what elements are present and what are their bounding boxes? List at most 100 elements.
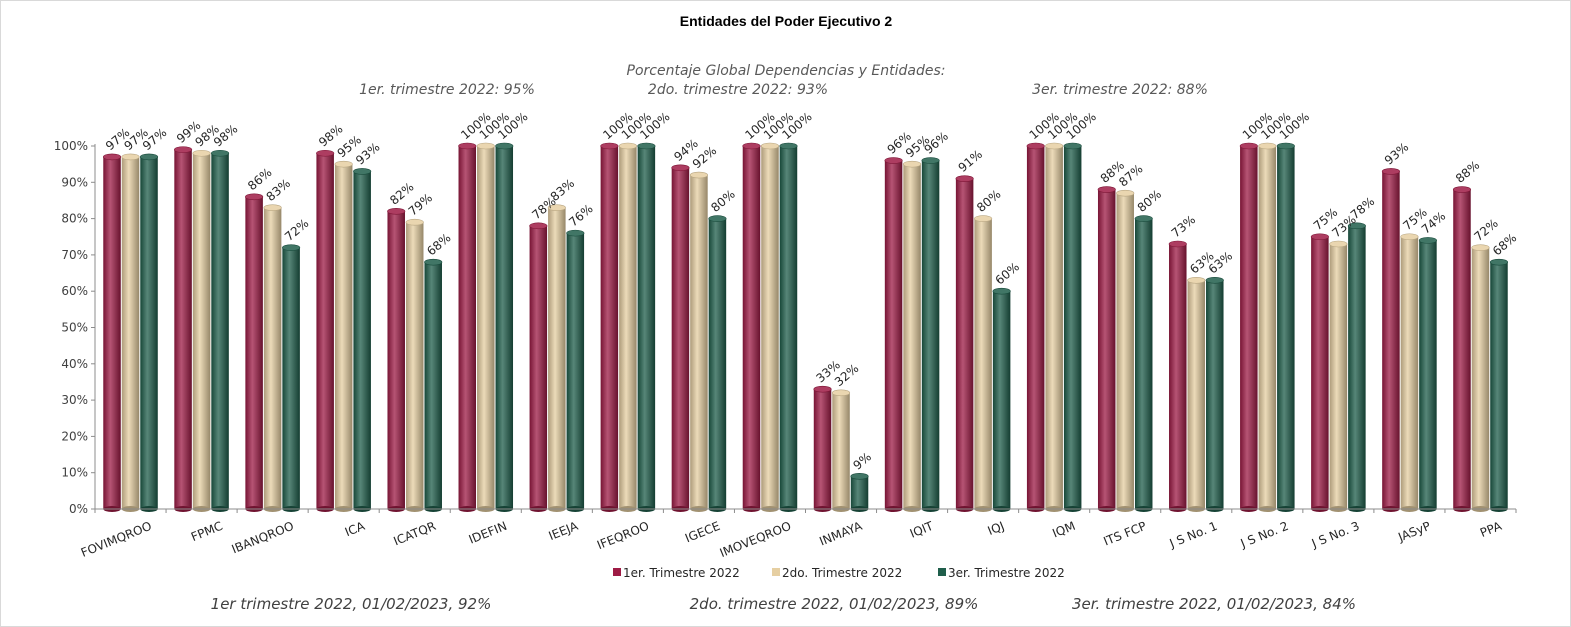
bar-top [121,153,140,161]
bar-j-s-no-3-series-3 [1347,222,1366,512]
x-tick-label-inmaya: INMAYA [817,519,864,549]
x-tick-label-j-s-no-1: J S No. 1 [1167,519,1220,551]
legend-swatch [772,568,780,576]
bar-body [1329,244,1348,509]
y-tick-label: 30% [61,393,88,407]
bar-body [1311,236,1329,509]
bar-body [1258,146,1277,509]
bar-ieeja-series-1 [529,222,548,512]
bar-body [566,233,585,509]
bar-ifeqroo-series-3 [637,142,656,512]
bar-top [831,389,851,397]
bar-top [1381,168,1400,175]
bar-body [495,146,514,509]
x-tick-label-ieeja: IEEJA [547,519,581,544]
bar-fpmc-series-2 [192,149,211,512]
y-tick-label: 70% [61,248,88,262]
legend-label: 3er. Trimestre 2022 [948,566,1065,580]
x-tick-label-its-fcp: ITS FCP [1102,519,1149,549]
x-axis: FOVIMQROO FPMC IBANQROO ICA ICATQR IDEFIN IEEJ… [79,508,1517,560]
bar-its-fcp-series-3 [1134,215,1153,512]
bar-iqit-series-3 [921,157,940,512]
bar-top [1026,142,1045,150]
data-label-j-s-no-3-series-3: 78% [1348,194,1377,222]
chart-title: Entidades del Poder Ejecutivo 2 [680,13,893,29]
data-label-icatqr-series-3: 68% [424,231,453,259]
bar-body [103,156,121,509]
bar-body [637,146,656,509]
footnote-q2: 2do. trimestre 2022, 01/02/2023, 89% [690,595,979,613]
bar-body [708,218,727,509]
data-label-ibanqroo-series-3: 72% [282,216,311,244]
bar-ieeja-series-2 [547,204,566,512]
bar-body [742,146,761,509]
global-q3-annotation: 3er. trimestre 2022: 88% [1032,82,1208,98]
bar-top [850,473,869,480]
bar-body [245,196,263,509]
bar-body [903,164,921,509]
bar-body [1206,280,1224,509]
x-tick-label-ibanqroo: IBANQROO [230,519,296,557]
bar-body [619,146,637,509]
x-tick-label-fovimqroo: FOVIMQROO [79,519,154,560]
bar-body [140,156,158,509]
bar-idefin-series-3 [495,142,514,512]
bar-top [618,142,637,150]
y-tick-label: 10% [61,466,88,480]
global-percentage-header: Porcentaje Global Dependencias y Entidad… [627,63,946,79]
bar-igece-series-2 [689,171,708,512]
bar-ibanqroo-series-1 [245,193,264,512]
bar-top [708,215,727,222]
footnote-q3: 3er. trimestre 2022, 01/02/2023, 84% [1072,595,1356,613]
y-tick-label: 100% [54,139,88,153]
data-label-ppa-series-2: 72% [1471,216,1500,244]
bar-body [884,160,903,509]
bar-idefin-series-2 [476,142,495,512]
bar-ppa-series-2 [1471,244,1490,512]
x-tick-label-imoveqroo: IMOVEQROO [718,519,793,560]
bar-top [1400,233,1419,241]
bar-top [1276,142,1295,150]
bar-body [334,164,353,509]
y-tick-label: 90% [61,175,88,189]
x-tick-label-j-s-no-2: J S No. 2 [1238,519,1291,551]
bar-icatqr-series-3 [424,258,443,512]
bar-top [1452,186,1472,193]
bar-j-s-no-1-series-1 [1168,240,1187,512]
bar-top [102,153,122,161]
bar-top [813,385,832,393]
bar-body [832,392,850,509]
data-label-iqj-series-2: 80% [974,187,1003,215]
data-label-jasyp-series-1: 93% [1382,140,1411,168]
bar-body [1045,146,1063,509]
bar-top [547,204,566,212]
bar-iqj-series-3 [992,287,1011,512]
y-tick-label: 60% [61,284,88,298]
bar-body [921,160,940,509]
bar-body [1490,262,1508,509]
bar-top [903,160,922,168]
bar-body [1116,193,1134,509]
y-tick-label: 80% [61,212,88,226]
bar-top [139,153,159,161]
bar-top [566,229,585,237]
bar-top [1329,240,1348,248]
bar-top [1116,189,1135,197]
bar-inmaya-series-3 [850,473,869,512]
data-label-ppa-series-1: 88% [1453,158,1482,186]
legend-item-series-2: 2do. Trimestre 2022 [772,566,902,580]
bar-body [1187,280,1206,509]
bar-ica-series-2 [334,160,353,512]
bar-jasyp-series-1 [1381,168,1400,512]
legend-item-series-3: 3er. Trimestre 2022 [938,566,1065,580]
bar-body [1097,189,1116,509]
bars-group [102,142,1509,512]
bar-body [1471,247,1490,509]
bar-top [529,222,548,230]
bar-body [548,207,566,509]
x-tick-label-ica: ICA [343,519,368,540]
bar-body [477,146,495,509]
bar-top [600,142,619,150]
bar-fovimqroo-series-1 [102,153,122,512]
data-label-its-fcp-series-3: 80% [1135,187,1164,215]
